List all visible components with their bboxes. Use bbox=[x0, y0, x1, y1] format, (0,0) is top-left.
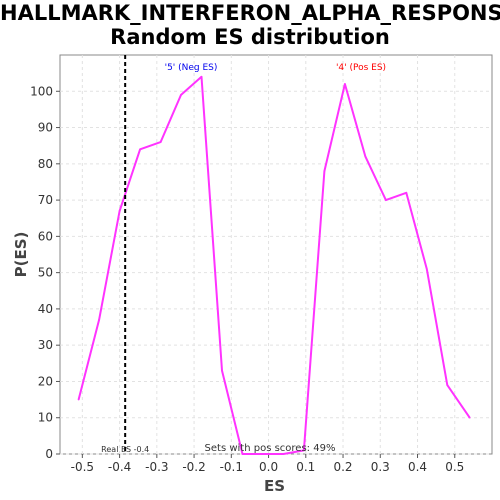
y-tick-label: 30 bbox=[38, 338, 53, 352]
series-layer bbox=[77, 75, 471, 455]
data-point bbox=[241, 453, 244, 455]
y-tick-label: 20 bbox=[38, 374, 53, 388]
y-tick-label: 100 bbox=[30, 84, 53, 98]
x-tick-label: 0.0 bbox=[259, 460, 278, 474]
data-point bbox=[405, 192, 408, 194]
y-tick-label: 70 bbox=[38, 193, 53, 207]
data-point bbox=[159, 141, 162, 143]
y-tick-label: 50 bbox=[38, 266, 53, 280]
y-tick-label: 60 bbox=[38, 229, 53, 243]
data-point bbox=[200, 75, 203, 78]
x-tick-label: 0.5 bbox=[445, 460, 464, 474]
x-tick-label: -0.4 bbox=[108, 460, 131, 474]
y-tick-label: 90 bbox=[38, 121, 53, 135]
y-tick-label: 40 bbox=[38, 302, 53, 316]
y-tick-label: 0 bbox=[45, 447, 53, 461]
x-tick-label: 0.2 bbox=[333, 460, 352, 474]
data-point bbox=[139, 148, 141, 151]
axes: 0 10 20 30 40 50 60 70 80 90 100 -0.5 -0.4 -0.3 -0.2 -0… bbox=[12, 84, 464, 495]
x-tick-label: -0.5 bbox=[71, 460, 94, 474]
data-point bbox=[303, 449, 305, 452]
data-point bbox=[180, 94, 182, 96]
x-tick-label: 0.3 bbox=[371, 460, 390, 474]
chart-title-line2: Random ES distribution bbox=[110, 25, 390, 49]
data-point bbox=[323, 170, 326, 172]
x-tick-label: 0.4 bbox=[408, 460, 427, 474]
data-point bbox=[282, 453, 285, 455]
y-tick-label: 10 bbox=[38, 411, 53, 425]
data-point bbox=[118, 210, 121, 212]
real-es-label: Real ES -0.4 bbox=[101, 445, 149, 454]
y-axis-label: P(ES) bbox=[12, 232, 30, 278]
data-point bbox=[344, 83, 346, 85]
data-point bbox=[385, 199, 387, 201]
x-tick-label: -0.3 bbox=[145, 460, 168, 474]
data-point bbox=[446, 384, 449, 386]
data-point bbox=[468, 416, 471, 419]
data-point bbox=[221, 369, 223, 372]
plot-area bbox=[59, 54, 493, 455]
y-tick-label: 80 bbox=[38, 157, 53, 171]
x-axis-label: ES bbox=[264, 477, 285, 495]
pos-scores-footer: Sets with pos scores: 49% bbox=[205, 443, 336, 454]
x-tick-label: -0.1 bbox=[220, 460, 243, 474]
data-point bbox=[426, 268, 428, 270]
x-tick-label: 0.1 bbox=[296, 460, 315, 474]
x-tick-label: -0.2 bbox=[182, 460, 205, 474]
neg-es-label: '5' (Neg ES) bbox=[165, 63, 218, 73]
data-point bbox=[77, 398, 80, 401]
data-point bbox=[98, 318, 100, 321]
pos-es-label: '4' (Pos ES) bbox=[336, 63, 386, 73]
annotation-layer: Real ES -0.4 '5' (Neg ES) '4' (Pos ES) Sets… bbox=[101, 55, 386, 454]
chart-title-line1: HALLMARK_INTERFERON_ALPHA_RESPONSE: bbox=[0, 1, 500, 25]
data-point bbox=[262, 453, 264, 455]
data-point bbox=[364, 155, 367, 158]
es-distribution-line bbox=[77, 75, 471, 455]
